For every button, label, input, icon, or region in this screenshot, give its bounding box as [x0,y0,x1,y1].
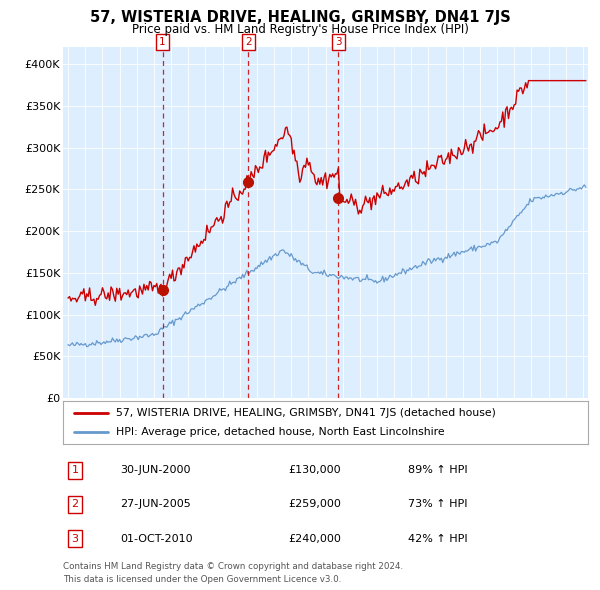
Text: Price paid vs. HM Land Registry's House Price Index (HPI): Price paid vs. HM Land Registry's House … [131,23,469,36]
Text: £130,000: £130,000 [288,466,341,475]
Text: 30-JUN-2000: 30-JUN-2000 [120,466,191,475]
Text: 1: 1 [159,37,166,47]
Text: 2: 2 [71,500,79,509]
Text: This data is licensed under the Open Government Licence v3.0.: This data is licensed under the Open Gov… [63,575,341,584]
Text: 1: 1 [71,466,79,475]
Text: 3: 3 [335,37,341,47]
Text: 2: 2 [245,37,251,47]
Text: 57, WISTERIA DRIVE, HEALING, GRIMSBY, DN41 7JS: 57, WISTERIA DRIVE, HEALING, GRIMSBY, DN… [89,10,511,25]
Text: Contains HM Land Registry data © Crown copyright and database right 2024.: Contains HM Land Registry data © Crown c… [63,562,403,571]
Text: £259,000: £259,000 [288,500,341,509]
Text: 57, WISTERIA DRIVE, HEALING, GRIMSBY, DN41 7JS (detached house): 57, WISTERIA DRIVE, HEALING, GRIMSBY, DN… [115,408,496,418]
Text: HPI: Average price, detached house, North East Lincolnshire: HPI: Average price, detached house, Nort… [115,427,444,437]
Text: 73% ↑ HPI: 73% ↑ HPI [408,500,467,509]
Text: £240,000: £240,000 [288,534,341,543]
Text: 42% ↑ HPI: 42% ↑ HPI [408,534,467,543]
Text: 3: 3 [71,534,79,543]
Text: 27-JUN-2005: 27-JUN-2005 [120,500,191,509]
Text: 89% ↑ HPI: 89% ↑ HPI [408,466,467,475]
Text: 01-OCT-2010: 01-OCT-2010 [120,534,193,543]
